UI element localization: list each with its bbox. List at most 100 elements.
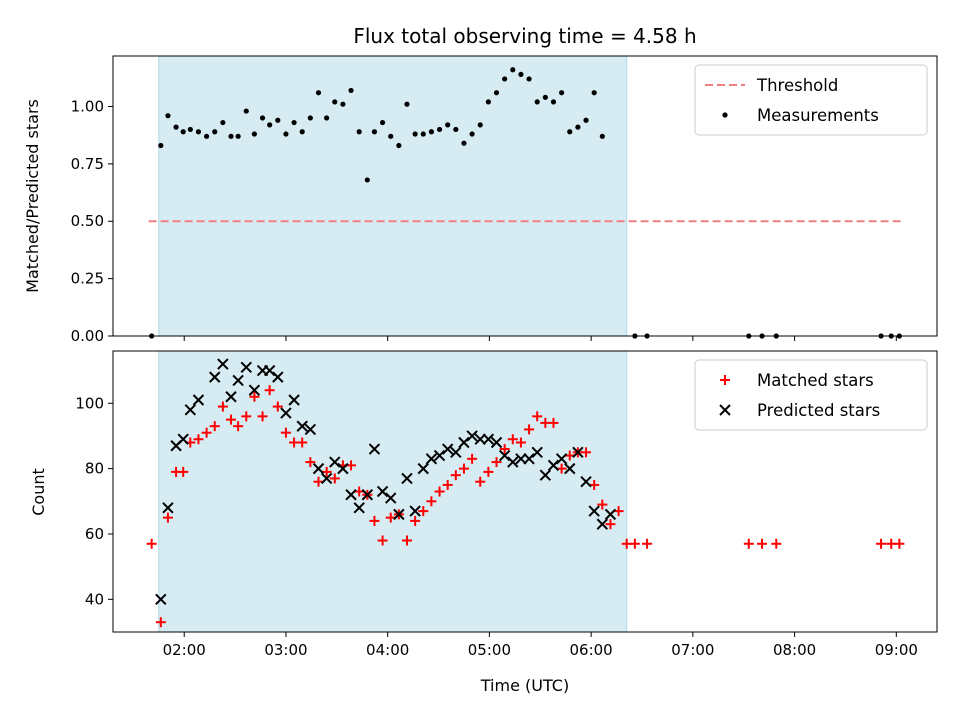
matched-stars-point — [642, 538, 653, 549]
matched-stars-point — [264, 385, 275, 396]
predicted-stars-point — [177, 433, 189, 445]
predicted-stars-point — [482, 433, 495, 445]
measurements-point — [526, 76, 532, 82]
measurements-point — [493, 90, 500, 96]
matched-stars-point — [532, 411, 543, 422]
legend-box — [694, 64, 928, 136]
matched-stars-point — [418, 506, 429, 517]
predicted-stars-point — [225, 391, 237, 403]
predicted-stars-point — [572, 446, 584, 458]
measurements-point — [228, 133, 234, 139]
predicted-stars-point — [555, 453, 568, 465]
predicted-stars-point — [217, 358, 229, 370]
legend-label: Predicted stars — [757, 401, 880, 420]
measurements-point — [165, 113, 171, 119]
top-series-layer — [148, 67, 902, 339]
measurements-point — [534, 99, 540, 105]
predicted-stars-point — [466, 430, 478, 442]
measurements-point — [364, 177, 370, 183]
predicted-stars-point — [361, 489, 374, 501]
legend-label: Matched stars — [757, 371, 874, 390]
x-tick-label: 08:00 — [773, 641, 816, 659]
matched-stars-point — [499, 444, 510, 455]
measurements-point — [187, 126, 193, 133]
matched-stars-point — [401, 535, 412, 546]
measurements-point — [379, 119, 386, 126]
y-tick-label: 1.00 — [71, 97, 104, 115]
measurements-point — [243, 108, 249, 114]
predicted-stars-point — [474, 433, 486, 445]
measurements-point — [453, 126, 459, 133]
matched-stars-point — [597, 499, 608, 510]
matched-stars-point — [564, 450, 575, 461]
measurements-point — [445, 122, 451, 128]
matched-stars-point — [354, 486, 365, 497]
matched-stars-point — [369, 515, 380, 526]
matched-stars-point — [581, 447, 592, 458]
matched-stars-point — [305, 457, 316, 468]
measurements-point — [485, 99, 491, 105]
measurements-point — [267, 122, 273, 128]
measurements-point — [583, 117, 589, 123]
measurements-point — [371, 129, 378, 135]
measurements-point — [404, 101, 410, 107]
predicted-stars-point — [433, 449, 446, 462]
matched-stars-point — [201, 427, 212, 438]
predicted-stars-point — [393, 508, 405, 521]
measurements-point — [283, 131, 289, 137]
observing-window-span — [158, 350, 628, 633]
measurements-point — [251, 131, 258, 137]
measurements-point — [550, 99, 557, 105]
y-tick-label: 0.50 — [71, 212, 104, 230]
predicted-stars-point — [263, 364, 276, 377]
predicted-stars-point — [345, 489, 357, 501]
predicted-stars-point — [376, 485, 389, 498]
matched-stars-point — [272, 401, 283, 412]
measurements-point — [195, 129, 202, 135]
predicted-stars-point — [280, 407, 292, 419]
predicted-stars-point — [337, 462, 349, 475]
matched-stars-point — [491, 457, 502, 468]
predicted-stars-point — [490, 436, 503, 449]
measurements-point — [307, 115, 313, 121]
y-axis-title-top: Matched/Predicted stars — [23, 99, 42, 293]
matched-stars-point — [589, 479, 600, 490]
predicted-stars-point — [385, 492, 397, 504]
predicted-stars-point — [531, 446, 543, 458]
measurements-point — [477, 122, 483, 128]
matched-stars-point — [475, 476, 486, 487]
predicted-stars-point — [498, 449, 511, 462]
measurements-point — [291, 119, 297, 126]
measurements-point — [348, 87, 354, 94]
observing-window-span — [158, 55, 628, 337]
matched-stars-point — [515, 437, 526, 448]
x-tick-label: 06:00 — [570, 641, 613, 659]
predicted-stars-point — [240, 361, 252, 374]
y-tick-label: 60 — [85, 525, 104, 543]
matched-stars-point — [313, 476, 324, 487]
measurements-point — [259, 115, 266, 121]
predicted-stars-point — [515, 453, 527, 465]
predicted-stars-point — [312, 462, 325, 475]
legend-handle-matched-stars — [720, 375, 730, 385]
predicted-stars-point — [588, 505, 600, 517]
legend-box — [694, 359, 928, 431]
predicted-stars-point — [184, 404, 197, 416]
legend-bottom: Matched stars Predicted stars — [694, 359, 928, 431]
measurements-point — [299, 129, 305, 135]
bottom-axes-frame — [112, 350, 938, 633]
matched-stars-point — [467, 453, 478, 464]
predicted-stars-point — [329, 456, 341, 468]
panel-ratio: 0.00 0.25 0.50 0.75 1.00 Flux total observin… — [23, 24, 938, 345]
matched-stars-point — [217, 401, 228, 412]
matched-stars-point — [162, 512, 173, 523]
chart-title: Flux total observing time = 4.58 h — [353, 24, 696, 48]
bottom-x-ticks: 02:00 03:00 04:00 05:00 06:00 07:00 08:00 09:00 — [163, 632, 918, 659]
predicted-stars-point — [353, 502, 365, 514]
predicted-stars-point — [547, 459, 560, 472]
matched-stars-point — [524, 424, 535, 435]
predicted-stars-point — [425, 453, 438, 465]
y-axis-title-bottom: Count — [29, 468, 48, 516]
measurements-point — [275, 117, 281, 123]
